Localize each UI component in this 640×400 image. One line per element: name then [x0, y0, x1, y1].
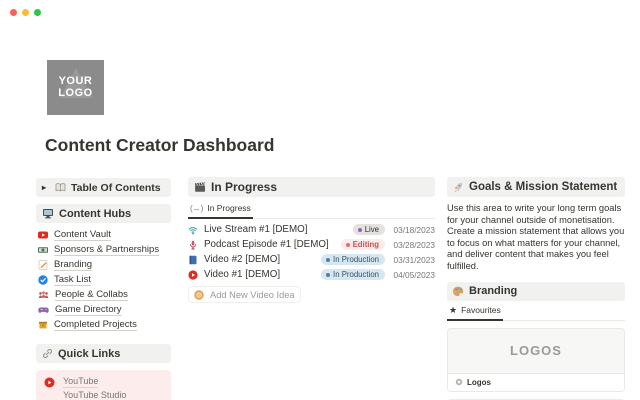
toggle-arrow-icon[interactable]: ▸: [42, 183, 47, 192]
right-column: Goals & Mission Statement Use this area …: [447, 177, 625, 400]
palette-icon: [453, 286, 464, 297]
play-circle-icon: [188, 269, 198, 280]
goals-heading: Goals & Mission Statement: [447, 177, 625, 197]
quick-links-label: Quick Links: [58, 347, 121, 360]
row-title[interactable]: Live Stream #1 [DEMO]: [204, 224, 308, 235]
goals-body-text: Use this area to write your long term go…: [447, 203, 625, 271]
tab-in-progress[interactable]: (↔) In Progress: [188, 203, 253, 219]
table-row[interactable]: Podcast Episode #1 [DEMO] Editing 03/28/…: [188, 237, 435, 252]
quick-links-callout: YouTube YouTube Studio ThumbsUp TV: [36, 370, 171, 400]
memo-icon: [38, 259, 48, 270]
logos-placeholder-text: LOGOS: [510, 343, 562, 359]
branding-heading: Branding: [447, 281, 625, 301]
status-badge[interactable]: Live: [352, 224, 385, 235]
goals-label: Goals & Mission Statement: [469, 181, 618, 193]
status-dot: [326, 272, 331, 277]
sidebar-item-task-list[interactable]: Task List: [36, 272, 171, 287]
row-date[interactable]: 03/28/2023: [393, 239, 435, 250]
card-preview: LOGOS: [448, 328, 624, 373]
in-progress-table: Live Stream #1 [DEMO] Live 03/18/2023 Po…: [188, 222, 435, 282]
table-of-contents-toggle[interactable]: ▸ Table Of Contents: [36, 178, 171, 197]
minimize-button[interactable]: [22, 9, 29, 16]
status-badge[interactable]: Editing: [340, 239, 385, 250]
table-row[interactable]: Video #2 [DEMO] In Production 03/31/2023: [188, 252, 435, 267]
new-item-icon: [194, 289, 204, 300]
add-new-video-button[interactable]: Add New Video Idea: [188, 286, 301, 303]
microphone-icon: [188, 240, 198, 250]
page-title: Content Creator Dashboard: [45, 135, 275, 155]
status-badge[interactable]: In Production: [321, 269, 385, 280]
blue-book-icon: [188, 255, 198, 265]
row-title[interactable]: Video #2 [DEMO]: [204, 254, 281, 265]
content-hubs-label: Content Hubs: [59, 207, 132, 220]
page-cover-logo[interactable]: YOUR LOGO: [47, 60, 104, 115]
zoom-button[interactable]: [34, 9, 41, 16]
logo-text: YOUR LOGO: [58, 75, 93, 99]
quick-links-heading: Quick Links: [36, 344, 171, 363]
gamepad-icon: [38, 305, 49, 315]
close-button[interactable]: [10, 9, 17, 16]
sidebar-item-game-directory[interactable]: Game Directory: [36, 302, 171, 317]
book-icon: [55, 182, 66, 193]
status-dot: [326, 257, 331, 262]
sidebar-item-branding[interactable]: Branding: [36, 257, 171, 272]
in-progress-label: In Progress: [211, 180, 278, 194]
status-dot: [357, 227, 362, 232]
in-progress-heading: In Progress: [188, 177, 435, 197]
gallery-card-logos[interactable]: LOGOS Logos: [447, 327, 625, 392]
rocket-icon: [453, 182, 464, 193]
table-row[interactable]: Video #1 [DEMO] In Production 04/05/2023: [188, 267, 435, 282]
table-row[interactable]: Live Stream #1 [DEMO] Live 03/18/2023: [188, 222, 435, 237]
content-hubs-heading: Content Hubs: [36, 204, 171, 223]
sidebar-item-sponsors[interactable]: Sponsors & Partnerships: [36, 242, 171, 257]
row-date[interactable]: 04/05/2023: [393, 269, 435, 280]
logo-background-shape: [59, 68, 92, 98]
link-youtube[interactable]: YouTube: [63, 376, 99, 388]
status-dot: [345, 242, 350, 247]
card-caption: Logos: [448, 372, 624, 391]
link-icon: [42, 348, 53, 359]
toc-label: Table Of Contents: [71, 181, 161, 194]
window-controls: [10, 9, 41, 16]
youtube-icon: [38, 230, 48, 240]
row-title[interactable]: Video #1 [DEMO]: [204, 269, 281, 280]
linked-view-icon: (↔): [190, 203, 204, 213]
sidebar-item-completed-projects[interactable]: Completed Projects: [36, 317, 171, 332]
sidebar-item-people-collabs[interactable]: People & Collabs: [36, 287, 171, 302]
left-column: ▸ Table Of Contents Content Hubs Content…: [36, 178, 171, 400]
row-date[interactable]: 03/31/2023: [393, 254, 435, 265]
wifi-icon: [188, 225, 198, 235]
star-icon: ★: [449, 304, 458, 315]
tab-favourites[interactable]: ★ Favourites: [447, 304, 503, 321]
branding-tabs: ★ Favourites: [447, 303, 625, 321]
in-progress-section: In Progress (↔) In Progress Live Stream …: [188, 177, 435, 303]
quick-links-list: YouTube YouTube Studio ThumbsUp TV: [63, 376, 126, 400]
youtube-play-icon: [44, 377, 55, 400]
row-date[interactable]: 03/18/2023: [393, 224, 435, 235]
people-icon: [38, 290, 49, 300]
box-icon: [38, 320, 48, 330]
content-hubs-list: Content Vault Sponsors & Partnerships Br…: [36, 227, 171, 332]
row-title[interactable]: Podcast Episode #1 [DEMO]: [204, 239, 329, 250]
page-icon: [455, 378, 463, 386]
computer-icon: [42, 208, 54, 219]
check-icon: [38, 274, 48, 285]
status-badge[interactable]: In Production: [321, 254, 385, 265]
money-icon: [38, 245, 48, 255]
branding-label: Branding: [469, 285, 518, 298]
sidebar-item-content-vault[interactable]: Content Vault: [36, 227, 171, 242]
in-progress-tabs: (↔) In Progress: [188, 197, 435, 219]
link-youtube-studio[interactable]: YouTube Studio: [63, 389, 127, 400]
clapperboard-icon: [194, 181, 206, 193]
